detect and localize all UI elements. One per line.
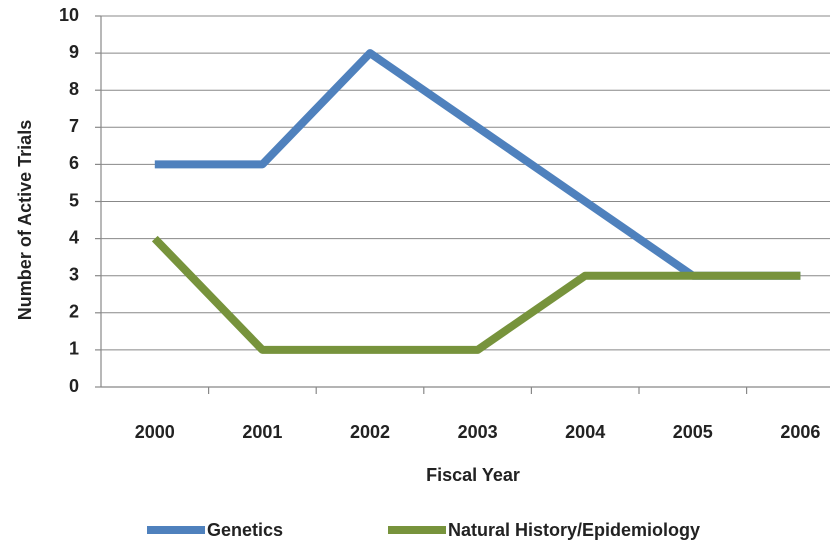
x-axis-title: Fiscal Year [426, 465, 520, 485]
y-tick-label: 9 [69, 42, 79, 62]
y-axis-title: Number of Active Trials [15, 120, 35, 320]
y-tick-label: 3 [69, 264, 79, 284]
x-tick-label: 2001 [242, 422, 282, 442]
y-tick-label: 0 [69, 376, 79, 396]
y-tick-label: 7 [69, 116, 79, 136]
x-tick-label: 2005 [673, 422, 713, 442]
y-tick-label: 10 [59, 5, 79, 25]
legend-label: Genetics [207, 520, 283, 540]
y-tick-label: 1 [69, 339, 79, 359]
x-tick-label: 2002 [350, 422, 390, 442]
x-tick-label: 2000 [135, 422, 175, 442]
series-line [151, 235, 801, 354]
y-tick-label: 8 [69, 79, 79, 99]
y-tick-label: 5 [69, 190, 79, 210]
legend-label: Natural History/Epidemiology [448, 520, 700, 540]
y-tick-label: 6 [69, 153, 79, 173]
x-tick-label: 2006 [780, 422, 820, 442]
x-tick-label: 2003 [458, 422, 498, 442]
y-tick-label: 4 [69, 227, 79, 247]
y-tick-label: 2 [69, 302, 79, 322]
x-tick-label: 2004 [565, 422, 605, 442]
